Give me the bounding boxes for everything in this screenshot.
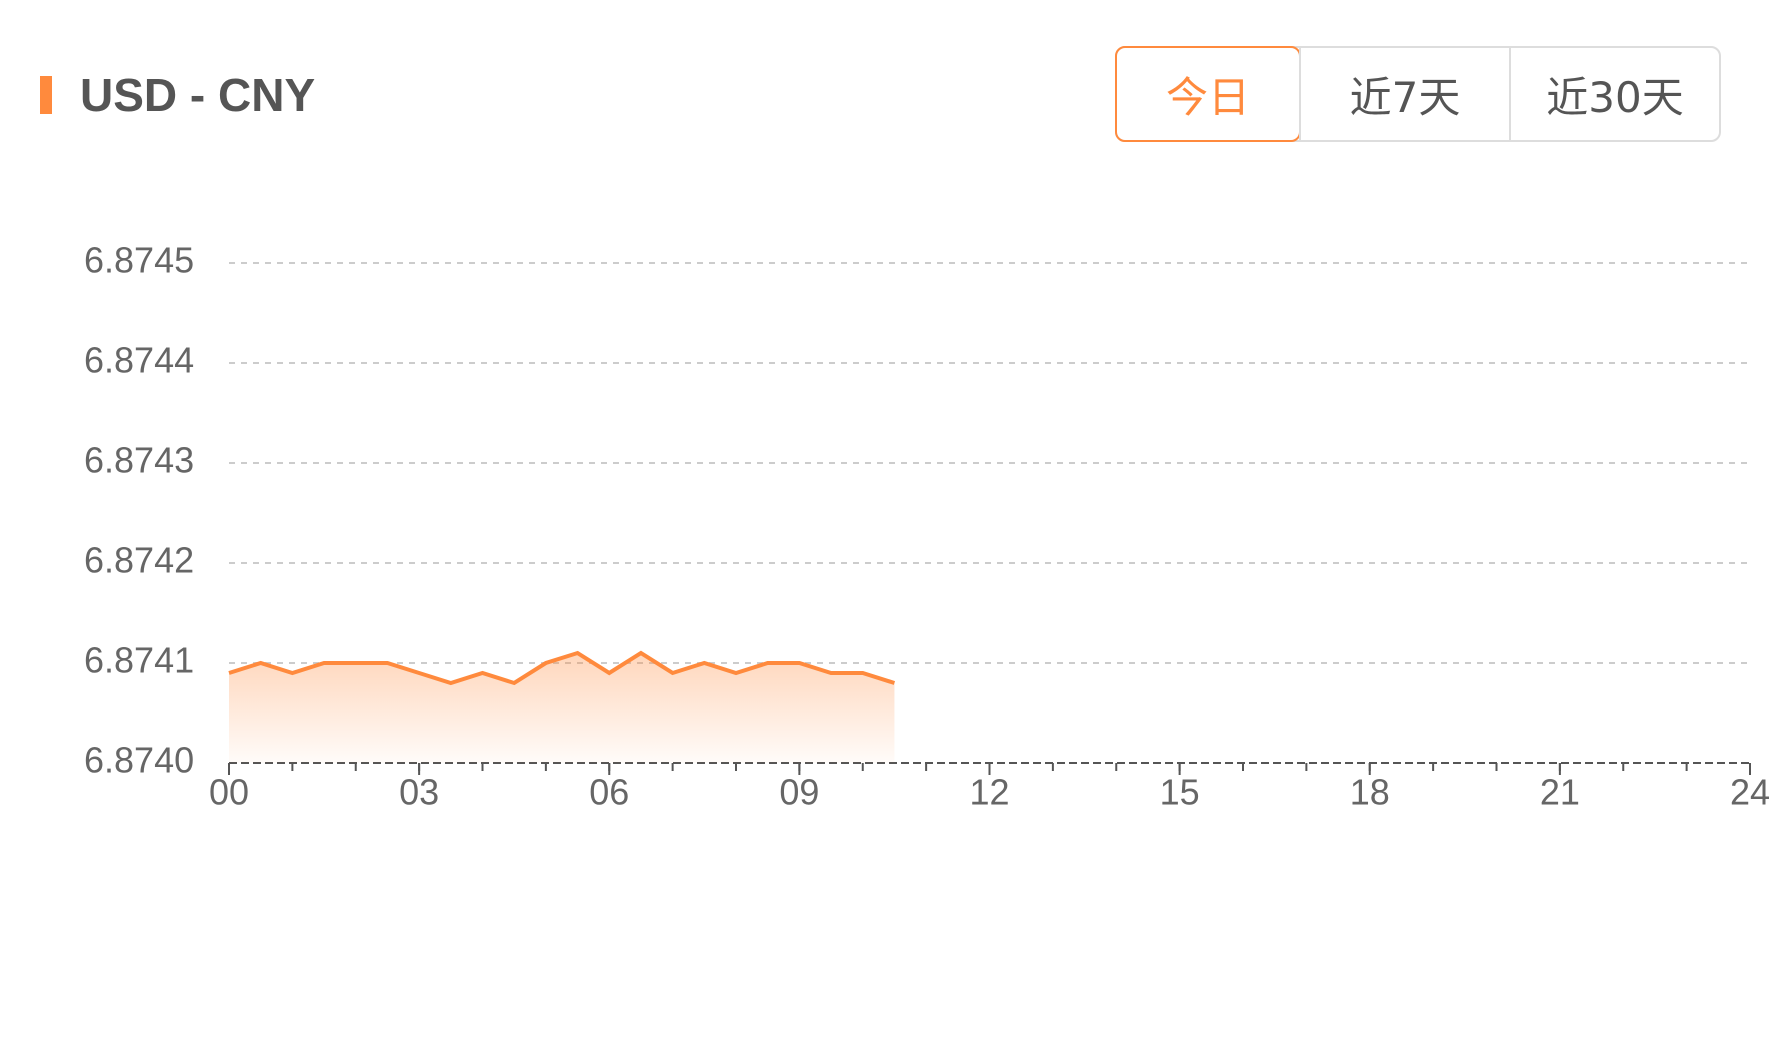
header: USD - CNY 今日 近7天 近30天 — [0, 0, 1790, 160]
y-tick-label: 6.8742 — [84, 540, 194, 581]
x-tick-label: 15 — [1160, 772, 1200, 813]
y-tick-label: 6.8741 — [84, 640, 194, 681]
y-tick-label: 6.8744 — [84, 340, 194, 381]
page: USD - CNY 今日 近7天 近30天 6.8740 6.8741 6.8742 6.… — [0, 0, 1790, 813]
tab[interactable]: 近30天 — [1509, 48, 1719, 140]
tab[interactable]: 近7天 — [1299, 48, 1509, 140]
x-tick-label: 12 — [969, 772, 1009, 813]
title: USD - CNY — [80, 69, 316, 121]
title-accent — [40, 76, 52, 114]
x-tick-label: 06 — [589, 772, 629, 813]
y-tick-label: 6.8740 — [84, 740, 194, 781]
chart: 6.8740 6.8741 6.8742 6.8743 6.8744 6.8745 00 03… — [84, 240, 1770, 813]
tab[interactable]: 今日 — [1115, 46, 1301, 142]
x-tick-label: 21 — [1540, 772, 1580, 813]
x-tick-label: 09 — [779, 772, 819, 813]
x-tick-label: 00 — [209, 772, 249, 813]
line — [228, 650, 896, 686]
y-tick-label: 6.8745 — [84, 240, 194, 281]
tabs: 今日 近7天 近30天 — [1115, 46, 1721, 142]
x-tick-label: 03 — [399, 772, 439, 813]
x-tick-label: 18 — [1350, 772, 1390, 813]
y-tick-label: 6.8743 — [84, 440, 194, 481]
x-tick-label: 24 — [1730, 772, 1770, 813]
area — [229, 653, 895, 763]
